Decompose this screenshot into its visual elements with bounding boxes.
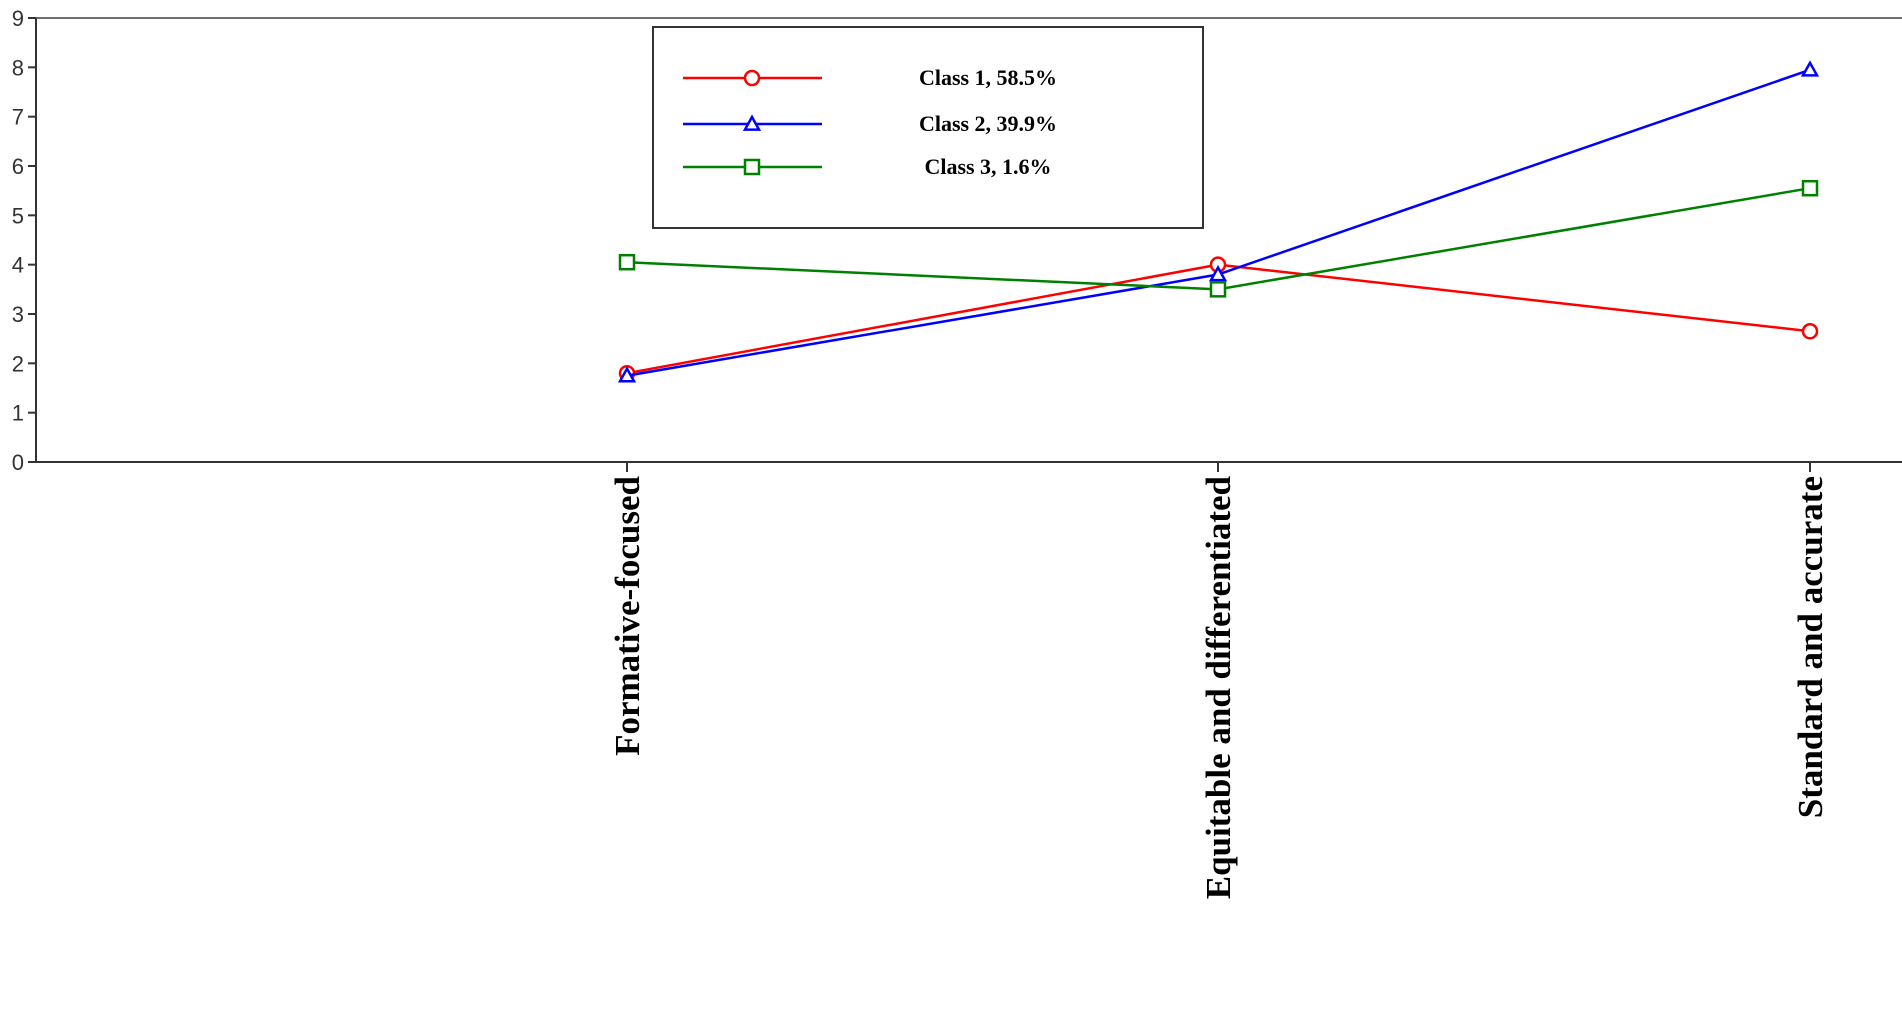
data-point (743, 158, 761, 176)
data-point (742, 114, 762, 131)
data-point (618, 253, 636, 271)
y-tick-label: 0 (12, 450, 24, 475)
y-tick-label: 4 (12, 253, 24, 278)
legend-label: Class 2, 39.9% (919, 111, 1057, 136)
legend-item: Class 3, 1.6% (683, 154, 1052, 179)
y-tick-label: 7 (12, 105, 24, 130)
series-2 (617, 60, 1820, 383)
x-tick-label: Formative-focused (608, 475, 647, 755)
y-tick-label: 9 (12, 6, 24, 31)
y-tick-label: 2 (12, 351, 24, 376)
data-point (1209, 281, 1227, 298)
legend-item: Class 1, 58.5% (683, 65, 1057, 90)
y-tick-label: 1 (12, 401, 24, 426)
data-point (1800, 60, 1820, 77)
data-point (1801, 179, 1819, 197)
x-tick-label: Standard and accurate (1791, 476, 1830, 818)
y-tick-label: 6 (12, 154, 24, 179)
data-point (1801, 323, 1819, 340)
y-tick-label: 5 (12, 203, 24, 228)
axes (35, 17, 1902, 463)
legend: Class 1, 58.5% Class 2, 39.9% Class 3, 1.6… (652, 26, 1204, 229)
legend-box (652, 26, 1204, 229)
legend-label: Class 3, 1.6% (924, 154, 1051, 179)
series-3 (618, 179, 1819, 298)
data-point (743, 69, 761, 87)
x-axis-ticks: Formative-focused Equitable and different… (608, 462, 1830, 899)
legend-item: Class 2, 39.9% (683, 111, 1057, 136)
y-axis-ticks: 0 1 2 3 4 5 6 7 8 9 (12, 6, 36, 475)
data-point (617, 366, 637, 383)
x-tick-label: Equitable and differentiated (1199, 475, 1238, 899)
series-layer (617, 60, 1820, 383)
y-tick-label: 8 (12, 55, 24, 80)
y-tick-label: 3 (12, 302, 24, 327)
legend-label: Class 1, 58.5% (919, 65, 1057, 90)
data-point (1208, 264, 1228, 282)
